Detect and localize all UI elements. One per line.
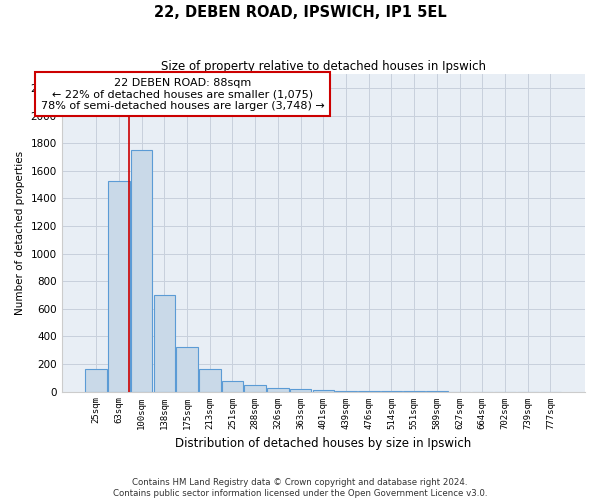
Bar	[108, 181, 130, 392]
Bar	[154, 295, 175, 392]
X-axis label: Distribution of detached houses by size in Ipswich: Distribution of detached houses by size …	[175, 437, 472, 450]
Bar	[85, 370, 107, 392]
Bar	[244, 386, 266, 392]
Y-axis label: Number of detached properties: Number of detached properties	[15, 151, 25, 315]
Text: 22, DEBEN ROAD, IPSWICH, IP1 5EL: 22, DEBEN ROAD, IPSWICH, IP1 5EL	[154, 5, 446, 20]
Bar	[222, 380, 243, 392]
Bar	[313, 390, 334, 392]
Title: Size of property relative to detached houses in Ipswich: Size of property relative to detached ho…	[161, 60, 486, 73]
Bar	[131, 150, 152, 392]
Bar	[267, 388, 289, 392]
Text: 22 DEBEN ROAD: 88sqm
← 22% of detached houses are smaller (1,075)
78% of semi-de: 22 DEBEN ROAD: 88sqm ← 22% of detached h…	[41, 78, 325, 111]
Text: Contains HM Land Registry data © Crown copyright and database right 2024.
Contai: Contains HM Land Registry data © Crown c…	[113, 478, 487, 498]
Bar	[199, 370, 221, 392]
Bar	[335, 391, 357, 392]
Bar	[176, 346, 198, 392]
Bar	[290, 390, 311, 392]
